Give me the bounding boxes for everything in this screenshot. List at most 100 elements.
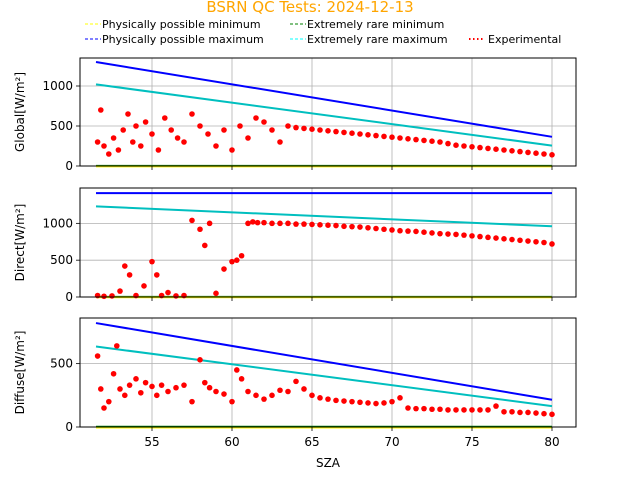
data-point <box>189 398 195 405</box>
data-point <box>181 382 187 388</box>
data-point <box>253 392 259 399</box>
data-point <box>234 257 240 263</box>
data-point <box>341 398 347 404</box>
data-point <box>493 146 499 152</box>
y-tick-label: 500 <box>50 357 73 371</box>
chart-title: BSRN QC Tests: 2024-12-13 <box>206 0 413 16</box>
data-point <box>120 127 126 133</box>
data-point <box>525 149 531 156</box>
data-point <box>517 409 523 416</box>
data-point <box>117 386 123 392</box>
data-point <box>469 144 475 150</box>
data-point <box>445 140 451 147</box>
data-point <box>349 130 355 136</box>
data-point <box>101 405 107 411</box>
data-point <box>94 139 101 145</box>
data-point <box>421 137 427 144</box>
data-point <box>173 384 179 391</box>
data-point <box>221 127 227 133</box>
data-point <box>269 127 275 133</box>
data-point <box>357 131 363 137</box>
data-point <box>133 376 139 382</box>
data-point <box>333 397 339 404</box>
data-point <box>238 376 245 382</box>
data-point <box>301 125 307 132</box>
series-line-extremely-rare-maximum <box>95 345 553 408</box>
data-point <box>397 227 403 234</box>
legend-label-rare-min: Extremely rare minimum <box>307 18 444 31</box>
axes-frame <box>79 317 577 428</box>
data-point <box>197 357 203 363</box>
data-point <box>197 123 203 129</box>
data-point <box>349 223 355 230</box>
data-point <box>229 398 235 405</box>
legend-label-phys-max: Physically possible maximum <box>102 33 264 46</box>
data-point <box>413 405 419 412</box>
data-point <box>541 410 547 417</box>
data-point <box>349 398 355 405</box>
data-point <box>109 293 115 299</box>
y-tick-label: 500 <box>50 253 73 267</box>
panel-global: 0 500 1000 Global[W/m²] <box>13 57 577 173</box>
data-point <box>325 222 331 228</box>
data-point <box>357 224 363 230</box>
data-point <box>115 147 122 153</box>
data-point <box>501 236 507 242</box>
data-point <box>445 231 451 237</box>
data-point <box>101 293 107 300</box>
data-point <box>429 230 435 236</box>
data-point <box>245 220 251 227</box>
y-axis-label: Direct[W/m²] <box>13 204 27 282</box>
data-point <box>517 148 523 155</box>
data-point <box>541 239 547 246</box>
data-point <box>461 143 467 149</box>
data-point <box>293 221 299 227</box>
data-point <box>373 225 379 232</box>
data-point <box>165 289 171 296</box>
data-point <box>205 131 211 137</box>
data-point <box>277 387 283 394</box>
data-point <box>149 383 155 390</box>
data-point <box>122 392 128 399</box>
data-point <box>421 405 427 412</box>
data-point <box>341 223 347 230</box>
data-point <box>154 272 160 278</box>
data-point <box>437 230 443 237</box>
data-point <box>106 151 112 157</box>
data-point <box>397 135 403 141</box>
data-point <box>509 408 515 415</box>
data-point <box>485 407 491 413</box>
data-point <box>405 136 411 142</box>
data-point <box>381 226 387 233</box>
data-point <box>94 353 101 359</box>
data-point <box>469 407 475 413</box>
data-point <box>269 220 275 227</box>
series-line-extremely-rare-maximum <box>95 205 553 228</box>
data-point <box>261 219 267 226</box>
data-point <box>405 228 411 234</box>
data-point <box>461 232 467 238</box>
data-point <box>525 409 531 416</box>
data-point <box>168 127 174 133</box>
series-line-extremely-rare-maximum <box>95 83 553 147</box>
data-point <box>253 115 259 121</box>
data-point <box>421 229 427 235</box>
data-point <box>114 343 120 349</box>
data-point <box>125 111 131 117</box>
data-point <box>429 138 435 144</box>
data-point <box>309 126 315 132</box>
data-point <box>301 221 307 227</box>
data-point <box>149 131 155 137</box>
data-point <box>202 242 208 249</box>
data-point <box>98 386 104 392</box>
data-point <box>181 139 187 145</box>
data-point <box>453 407 459 413</box>
panel-direct: 0 500 1000 Direct[W/m²] <box>13 187 577 304</box>
axes-frame <box>79 57 577 167</box>
y-tick-label: 0 <box>65 159 73 173</box>
data-point <box>373 400 379 407</box>
data-point <box>413 228 419 235</box>
data-point <box>229 258 235 265</box>
data-point <box>301 386 307 392</box>
